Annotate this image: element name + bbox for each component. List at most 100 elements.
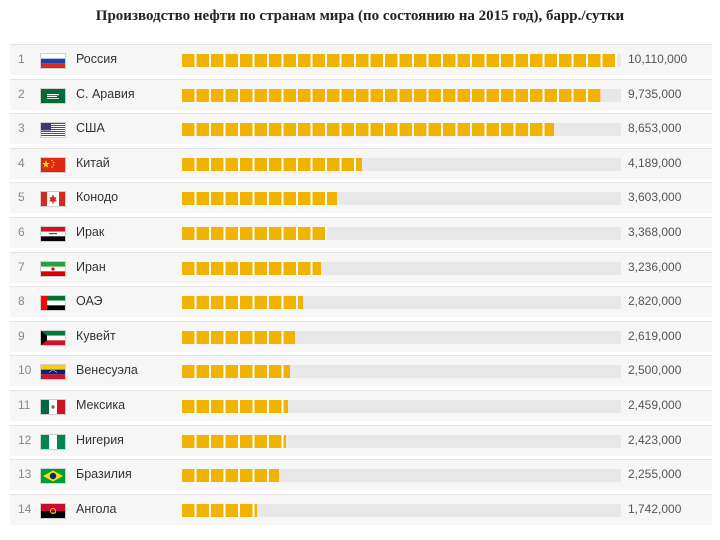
table-row: 7 Иран 3,236,000 (10, 251, 712, 283)
country-label: Бразилия (76, 467, 132, 482)
bar-track (182, 226, 621, 240)
iran-flag-icon (40, 260, 66, 277)
brazil-flag-icon (40, 468, 66, 485)
bar (182, 192, 338, 206)
iraq-flag-icon (40, 225, 66, 242)
value-label: 2,500,000 (628, 363, 682, 378)
value-label: 2,423,000 (628, 432, 682, 447)
bar (182, 469, 280, 483)
angola-flag-icon (40, 502, 66, 519)
country-label: Мексика (76, 397, 126, 412)
rank-label: 1 (18, 52, 25, 66)
uae-flag-icon (40, 295, 66, 312)
table-row: 13 Бразилия 2,255,000 (10, 459, 712, 491)
country-label: Иран (76, 259, 106, 274)
bar (182, 88, 601, 102)
chart-rows: 1 Россия 10,110,000 2 С. Аравия 9,735,000 3 США… (10, 44, 712, 528)
table-row: 14 Ангола 1,742,000 (10, 493, 712, 525)
nigeria-flag-icon (40, 433, 66, 450)
bar-track (182, 434, 621, 448)
bar-track (182, 192, 621, 206)
saudi-arabia-flag-icon (40, 87, 66, 104)
value-label: 2,255,000 (628, 467, 682, 482)
kuwait-flag-icon (40, 329, 66, 346)
country-label: Конодо (76, 190, 119, 205)
country-label: Нигерия (76, 432, 124, 447)
usa-flag-icon (40, 122, 66, 139)
table-row: 10 Венесуэла 2,500,000 (10, 355, 712, 387)
rank-label: 4 (18, 155, 25, 170)
bar (182, 434, 287, 448)
value-label: 9,735,000 (628, 86, 682, 101)
rank-label: 3 (18, 121, 25, 136)
value-label: 1,742,000 (628, 501, 682, 516)
bar (182, 296, 304, 310)
mexico-flag-icon (40, 398, 66, 415)
rank-label: 8 (18, 294, 25, 309)
china-flag-icon (40, 156, 66, 173)
value-label: 3,603,000 (628, 190, 682, 205)
value-label: 2,820,000 (628, 294, 682, 309)
bar (182, 365, 290, 379)
bar (182, 261, 322, 275)
rank-label: 11 (18, 397, 31, 412)
value-label: 3,368,000 (628, 224, 682, 239)
bar (182, 330, 295, 344)
bar-track (182, 157, 621, 171)
bar-track (182, 296, 621, 310)
rank-label: 5 (18, 190, 25, 205)
country-label: Россия (76, 52, 117, 66)
country-label: ОАЭ (76, 294, 103, 309)
table-row: 3 США 8,653,000 (10, 113, 712, 145)
bar (182, 399, 288, 413)
bar-track (182, 503, 621, 517)
russia-flag-icon (40, 53, 66, 69)
value-label: 4,189,000 (628, 155, 682, 170)
rank-label: 9 (18, 328, 25, 343)
country-label: Ангола (76, 501, 117, 516)
table-row: 4 Китай 4,189,000 (10, 147, 712, 179)
bar-track (182, 469, 621, 483)
bar (182, 503, 257, 517)
country-label: Кувейт (76, 328, 116, 343)
table-row: 1 Россия 10,110,000 (10, 44, 712, 75)
venezuela-flag-icon (40, 364, 66, 381)
table-row: 8 ОАЭ 2,820,000 (10, 286, 712, 318)
value-label: 2,459,000 (628, 397, 682, 412)
bar (182, 123, 555, 137)
rank-label: 13 (18, 467, 32, 482)
bar-track (182, 88, 621, 102)
bar-track (182, 330, 621, 344)
table-row: 9 Кувейт 2,619,000 (10, 320, 712, 352)
table-row: 5 Конодо 3,603,000 (10, 182, 712, 214)
bar (182, 157, 363, 171)
rank-label: 6 (18, 224, 25, 239)
table-row: 11 Мексика 2,459,000 (10, 389, 712, 421)
rank-label: 12 (18, 432, 32, 447)
rank-label: 14 (18, 501, 32, 516)
table-row: 2 С. Аравия 9,735,000 (10, 78, 712, 110)
table-row: 12 Нигерия 2,423,000 (10, 424, 712, 456)
table-row: 6 Ирак 3,368,000 (10, 216, 712, 248)
bar-track (182, 123, 621, 137)
value-label: 2,619,000 (628, 328, 682, 343)
rank-label: 2 (18, 86, 25, 101)
canada-flag-icon (40, 191, 66, 208)
country-label: С. Аравия (76, 86, 135, 101)
country-label: Китай (76, 155, 110, 170)
bar-track (182, 261, 621, 275)
country-label: США (76, 121, 105, 136)
rank-label: 10 (18, 363, 32, 378)
country-label: Венесуэла (76, 363, 138, 378)
bar (182, 226, 327, 240)
bar-track (182, 399, 621, 413)
bar (182, 54, 618, 67)
rank-label: 7 (18, 259, 25, 274)
value-label: 10,110,000 (628, 52, 688, 66)
value-label: 8,653,000 (628, 121, 682, 136)
chart-title: Производство нефти по странам мира (по с… (95, 8, 625, 24)
value-label: 3,236,000 (628, 259, 682, 274)
country-label: Ирак (76, 224, 105, 239)
bar-track (182, 365, 621, 379)
bar-track (182, 54, 621, 67)
